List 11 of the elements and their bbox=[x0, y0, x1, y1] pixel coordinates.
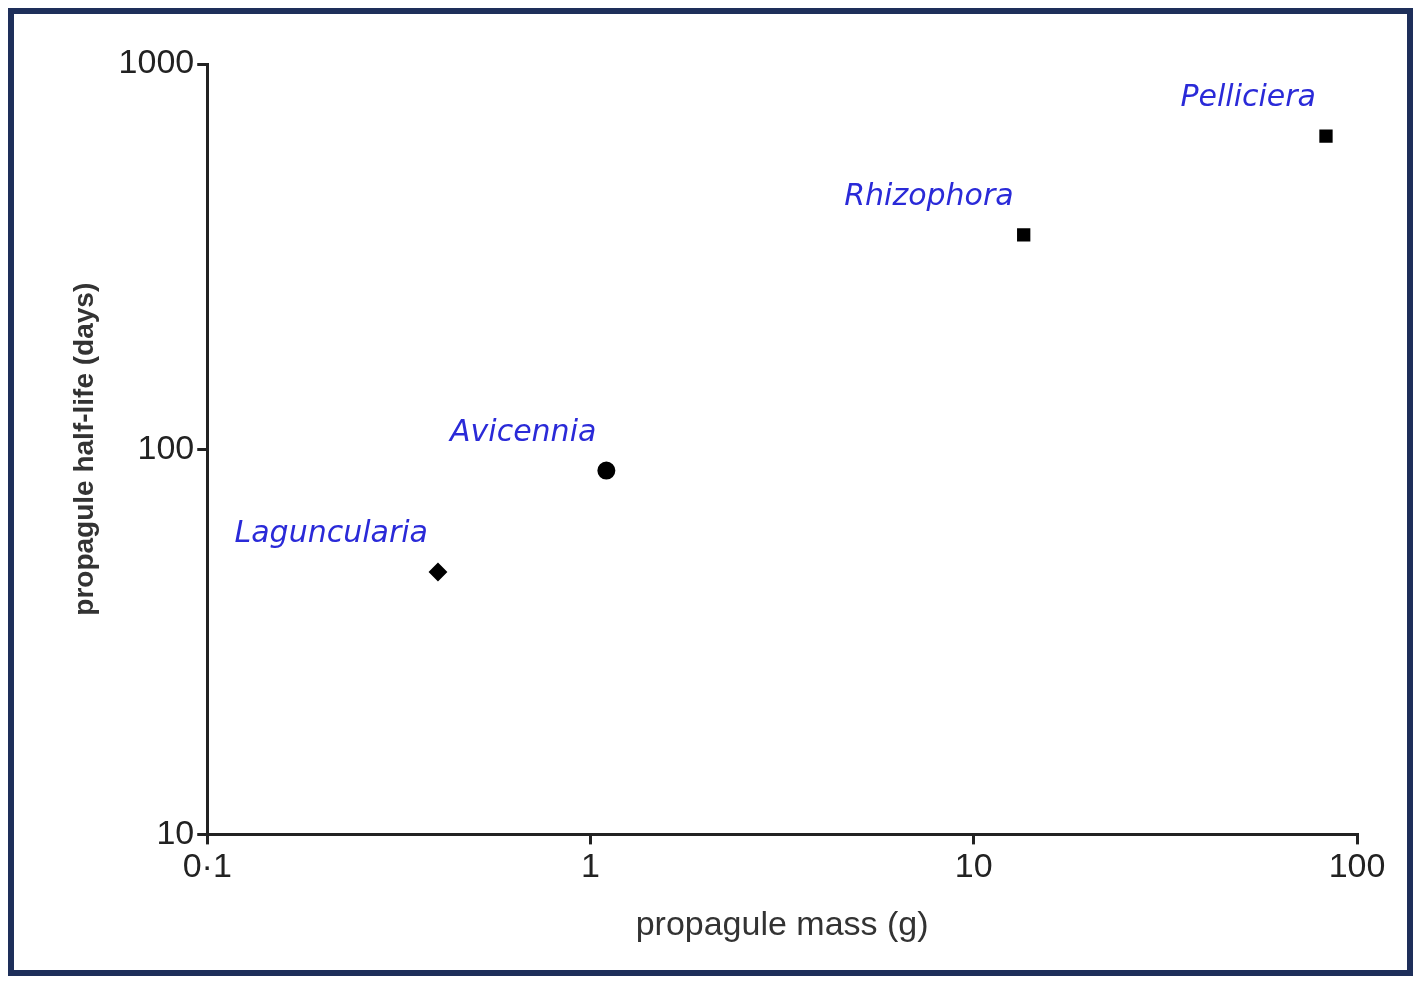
series-label: Laguncularia bbox=[234, 513, 428, 549]
x-tick-label: 10 bbox=[954, 846, 993, 885]
y-tick-label: 100 bbox=[137, 427, 195, 466]
y-axis-title: propagule half-life (days) bbox=[67, 282, 99, 616]
series-label: Pelliciera bbox=[1180, 78, 1316, 114]
x-tick-label: 100 bbox=[1328, 846, 1386, 885]
series-label: Avicennia bbox=[448, 412, 597, 448]
x-axis-title: propagule mass (g) bbox=[635, 903, 929, 942]
y-tick-label: 1000 bbox=[118, 42, 195, 81]
x-tick-label: 1 bbox=[581, 846, 600, 885]
series-label: Rhizophora bbox=[844, 176, 1014, 212]
